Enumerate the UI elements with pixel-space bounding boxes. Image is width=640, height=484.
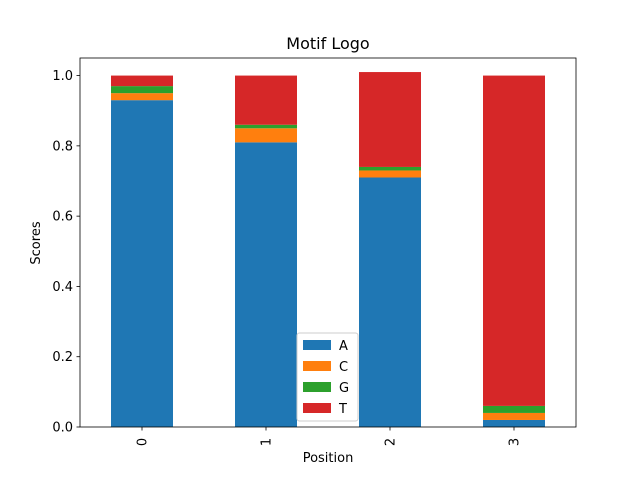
y-tick-label: 0.4: [52, 280, 73, 295]
legend-label-T: T: [338, 402, 347, 417]
bar-segment-G-3: [483, 405, 545, 413]
y-tick-label: 0.2: [52, 350, 73, 365]
bar-segment-A-3: [483, 419, 545, 427]
legend-label-A: A: [339, 339, 348, 354]
y-tick-label: 1.0: [52, 69, 73, 84]
bar-segment-G-2: [359, 166, 421, 171]
bar-segment-T-0: [111, 75, 173, 87]
y-axis-label: Scores: [29, 221, 44, 264]
y-tick-label: 0.8: [52, 139, 73, 154]
legend-swatch-C: [303, 361, 331, 371]
bar-segment-A-1: [235, 142, 297, 428]
y-tick-label: 0.6: [52, 210, 73, 225]
legend-swatch-T: [303, 403, 331, 413]
bar-segment-T-3: [483, 75, 545, 406]
y-tick-label: 0.0: [52, 421, 73, 436]
legend-box: [296, 332, 359, 422]
bar-segment-G-0: [111, 86, 173, 94]
legend-swatch-G: [303, 382, 331, 392]
bar-segment-C-2: [359, 170, 421, 178]
x-tick-label: 0: [136, 438, 151, 446]
chart-title: Motif Logo: [286, 34, 369, 53]
bar-segment-C-1: [235, 128, 297, 143]
bar-segment-T-2: [359, 72, 421, 167]
legend-swatch-A: [303, 340, 331, 350]
x-axis-label: Position: [303, 451, 354, 466]
x-tick-label: 3: [508, 438, 523, 446]
x-tick-label: 1: [260, 438, 275, 446]
bar-segment-G-1: [235, 124, 297, 129]
bar-segment-C-3: [483, 412, 545, 420]
x-tick-label: 2: [384, 438, 399, 446]
plot-area-frame: [79, 57, 577, 428]
legend-label-C: C: [339, 360, 348, 375]
bars-group: [111, 72, 545, 428]
bar-segment-A-0: [111, 100, 173, 428]
bar-segment-T-1: [235, 75, 297, 125]
legend-label-G: G: [339, 381, 349, 396]
bar-segment-C-0: [111, 93, 173, 101]
axes-group: 0.0 0.2 0.4 0.6 0.8 1.0 0 1 2 3: [52, 57, 577, 446]
bar-segment-A-2: [359, 177, 421, 427]
